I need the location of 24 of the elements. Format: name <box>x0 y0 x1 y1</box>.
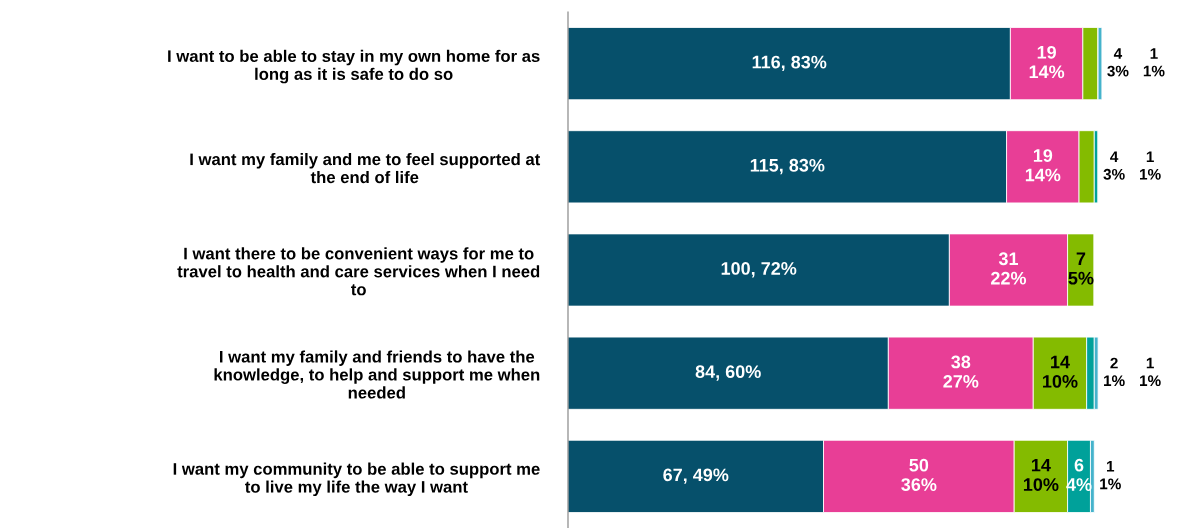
data-label: 14 10% <box>1023 458 1059 491</box>
data-label: 2 1% <box>1104 357 1125 387</box>
data-label: 19 14% <box>1025 149 1061 182</box>
y-tick-label: I want my family and friends to have the knowledge, to help and support me when needed <box>214 350 540 399</box>
data-label: 4 3% <box>1107 48 1129 77</box>
data-label: 84, 60% <box>695 365 761 381</box>
data-label: 4 3% <box>1103 151 1125 180</box>
y-tick-label: I want my family and me to feel supported at the end of life <box>190 152 541 184</box>
y-tick-label: I want there to be convenient ways for me to travel to health and care services when I need to <box>177 247 540 296</box>
y-tick-label: I want my community to be able to support me to live my life the way I want <box>173 462 540 497</box>
data-label: 19 14% <box>1029 45 1065 79</box>
data-label: 1 1% <box>1140 151 1161 180</box>
data-label: 116, 83% <box>752 55 827 72</box>
data-label: 100, 72% <box>721 262 797 278</box>
data-label: 1 1% <box>1143 48 1165 77</box>
y-tick-label: I want to be able to stay in my own home for as long as it is safe to do so <box>168 49 540 84</box>
data-label: 67, 49% <box>663 468 729 484</box>
data-label: 50 36% <box>901 458 937 491</box>
data-label: 38 27% <box>943 355 979 388</box>
data-label: 31 22% <box>991 252 1027 285</box>
data-label: 1 1% <box>1100 461 1121 490</box>
data-label: 1 1% <box>1140 357 1161 387</box>
data-label: 14 10% <box>1043 355 1078 388</box>
data-label: 115, 83% <box>750 158 825 175</box>
